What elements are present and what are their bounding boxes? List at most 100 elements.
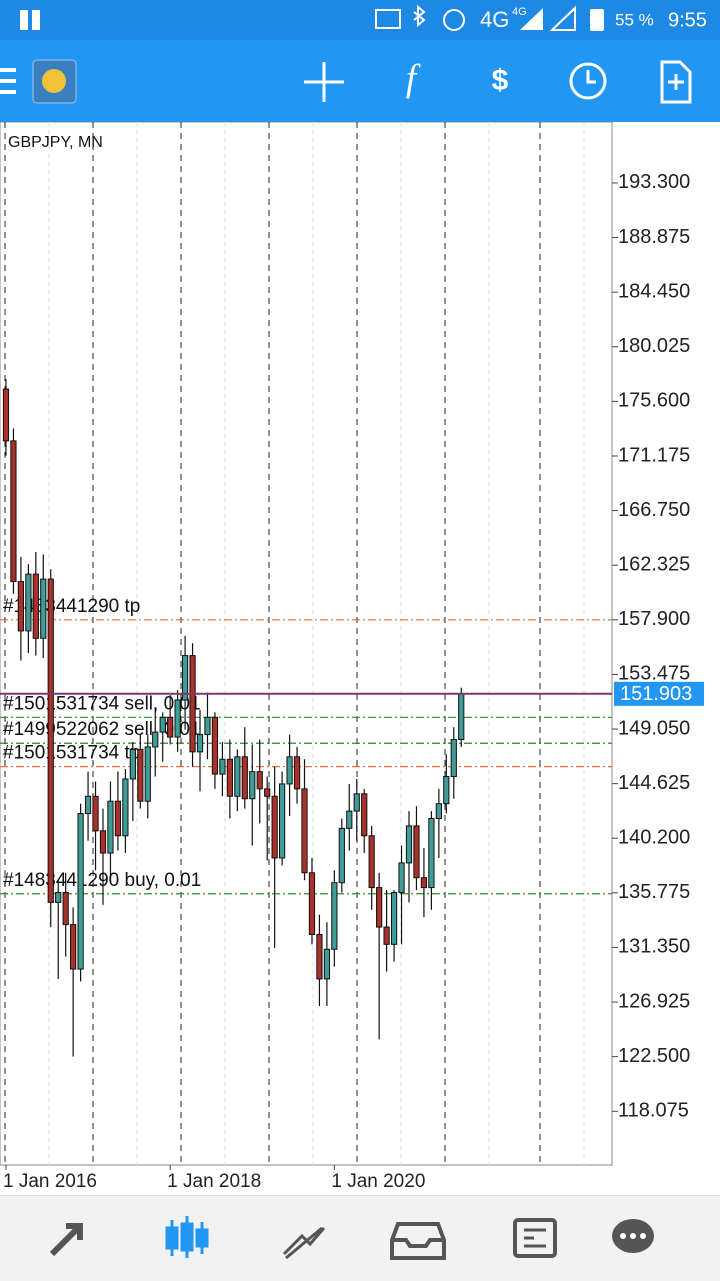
alarm-icon [443,9,465,31]
candle-body [458,693,465,741]
battery-icon [590,9,604,31]
candle-body [361,793,368,837]
y-tick-label: 135.775 [618,881,690,903]
period-button[interactable] [569,62,607,100]
candle-body [256,771,263,790]
candle-body [323,948,331,980]
candle-body [420,877,428,889]
y-tick-label: 144.625 [618,772,690,794]
candle-body [308,872,316,935]
candle-body [77,813,84,970]
battery-label: 55 % [615,10,654,29]
candle-body [55,892,62,903]
bluetooth-icon [413,4,426,28]
candle-body [70,924,77,970]
candle-body [204,716,211,736]
candle-body [413,825,420,879]
y-tick-label: 126.925 [618,990,690,1012]
candle-body [293,756,301,790]
new-order-button[interactable] [660,60,692,104]
candle-body [114,800,122,837]
candle-body [226,758,233,797]
candle-body [398,862,405,894]
candle-body [92,795,99,832]
candle-body [17,581,25,632]
candle-body [122,778,129,837]
candle-body [84,795,92,815]
candle-body [435,803,442,819]
candle-body [10,440,17,583]
candle-body [346,810,353,829]
candle-body [264,788,271,797]
signal-icon-2 [549,5,576,31]
candle-body [331,882,338,950]
candle-body [99,830,107,854]
candle-body [32,573,39,639]
candle-body [271,795,278,859]
y-tick-label: 193.300 [618,171,690,193]
candle-body [428,817,435,889]
y-tick-label: 149.050 [618,717,690,739]
chat-dot [640,1233,646,1239]
period-separators [4,122,541,1165]
menu-button[interactable] [0,68,16,94]
bottom-nav [0,1195,720,1281]
chart-tab[interactable] [165,1216,209,1258]
candle-body [241,756,248,800]
current-price-box [614,681,704,706]
network-label: 4G [480,7,509,32]
y-tick-label: 157.900 [618,608,690,630]
plot-area [0,122,613,1166]
crosshair-button[interactable] [304,62,344,102]
y-tick-label: 171.175 [618,444,690,466]
quotes-tab[interactable] [49,1223,83,1257]
x-tick-label: 1 Jan 2020 [331,1171,425,1192]
trade-button[interactable]: $ [492,64,509,97]
chat-dot [630,1233,636,1239]
candle-body [286,756,293,785]
candle-body [301,788,308,874]
toolbar: f $ [0,40,720,122]
history-tab[interactable] [390,1222,446,1260]
network-small: 4G [512,6,527,18]
candle-body [25,573,32,632]
cast-icon [375,9,401,29]
order-label: #1501531734 tp [3,743,140,764]
x-tick-label: 1 Jan 2016 [3,1171,97,1192]
indicators-button[interactable]: f [406,58,421,100]
candle-body [279,783,286,859]
candle-body [353,793,360,812]
candle-body [211,716,219,775]
y-tick-label: 131.350 [618,936,690,958]
candle-body [47,578,54,903]
logo-mark [42,69,66,93]
candle-body [196,734,204,753]
candle-body [2,388,10,442]
candle-body [249,771,256,800]
clock-hands [586,70,596,84]
signal-icon [520,8,543,30]
y-tick-label: 166.750 [618,499,690,521]
candle-body [189,655,196,753]
y-tick-label: 175.600 [618,390,690,412]
news-lines [524,1228,546,1248]
candle-body [316,933,323,980]
candle-body [234,756,241,797]
x-tick-label: 1 Jan 2018 [167,1171,261,1192]
candle-body [159,716,166,733]
status-bg [0,0,720,40]
symbol-label: GBPJPY, MN [8,134,103,151]
candle-body [152,731,159,748]
news-tab[interactable] [513,1218,557,1258]
chart: GBPJPY, MN 193.300 188.875 184.450 180.025 1… [0,122,704,1192]
y-tick-label: 118.075 [618,1100,689,1122]
candle-body [450,739,457,778]
candle-body [338,827,345,884]
candle-body [137,748,144,802]
trade-tab[interactable] [282,1226,326,1260]
candle-body [219,758,226,775]
candle-body [181,655,189,701]
candle-body [376,887,383,928]
order-label: #1501531734 sell, 0.01 [3,693,201,714]
